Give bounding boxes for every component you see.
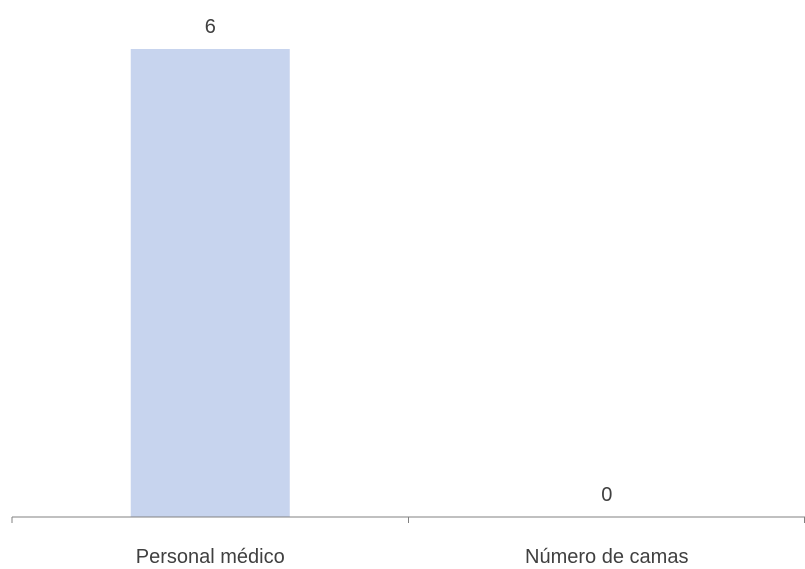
- x-axis: [11, 516, 805, 523]
- bars-layer: [130, 49, 290, 517]
- category-label-1: Número de camas: [525, 546, 688, 564]
- labels-layer: 6 Personal médico 0 Número de camas: [136, 16, 689, 568]
- data-label-1: 0: [601, 484, 612, 506]
- data-label-0: 6: [205, 16, 216, 38]
- bar-0: [130, 49, 290, 517]
- category-label-0: Personal médico: [136, 546, 285, 564]
